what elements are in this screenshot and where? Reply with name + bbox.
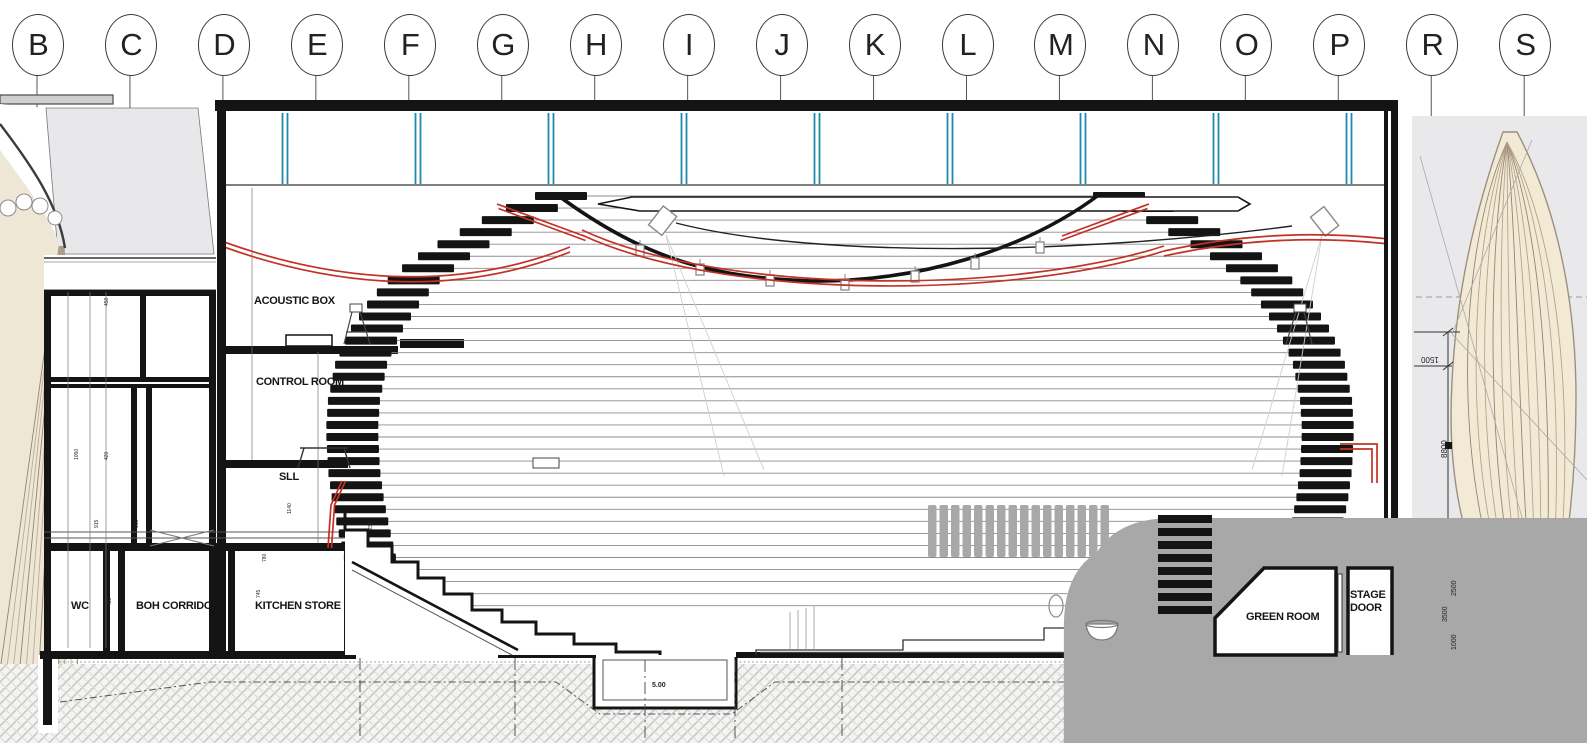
roof-struts xyxy=(281,113,1353,184)
orchestra-pit xyxy=(592,650,738,710)
left-roof-cap xyxy=(0,94,114,105)
right-wall xyxy=(1391,100,1398,656)
green-room-walls xyxy=(1213,566,1338,657)
left-sail-edge xyxy=(0,123,67,249)
stage-door-walls xyxy=(1346,566,1394,655)
projector-left xyxy=(647,205,678,237)
people xyxy=(0,303,1587,743)
site-context xyxy=(0,94,1587,743)
dome xyxy=(226,192,1384,607)
canopy-panel xyxy=(597,196,1252,212)
left-context-building xyxy=(45,107,215,255)
left-wall xyxy=(217,100,226,656)
projector-right xyxy=(1309,205,1340,237)
excavation-line xyxy=(59,681,1398,715)
seating-bowl xyxy=(343,457,1587,743)
roof-slab xyxy=(215,100,1398,111)
backstage-rooms xyxy=(1158,515,1394,657)
acoustic-reflector-lines xyxy=(226,203,1384,549)
